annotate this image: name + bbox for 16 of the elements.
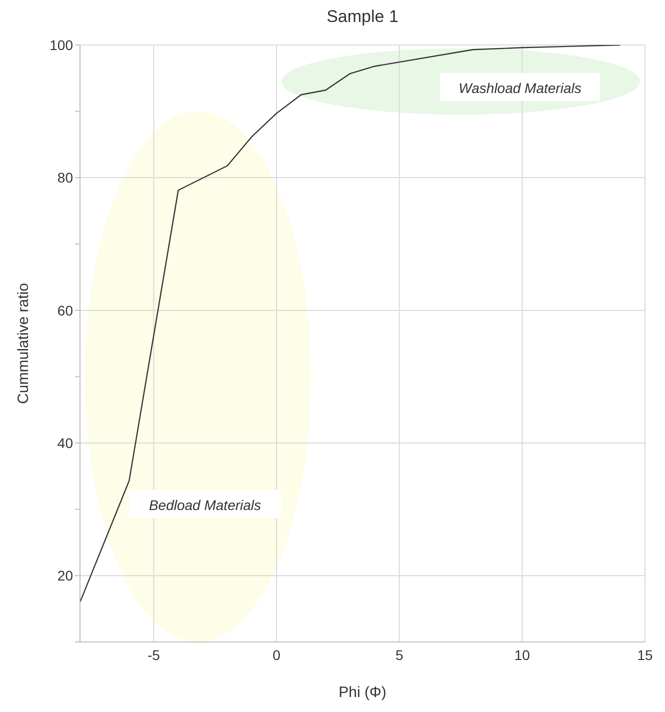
- y-tick-label: 80: [57, 170, 74, 186]
- x-tick-label: 10: [514, 646, 530, 663]
- y-axis-title: Cummulative ratio: [15, 283, 32, 404]
- y-tick-label: 60: [57, 302, 74, 318]
- x-tick-label: -5: [147, 646, 160, 663]
- x-tick-label: 15: [637, 646, 653, 663]
- annotation: Washload Materials: [458, 80, 582, 96]
- x-axis-title: Phi (Φ): [338, 684, 386, 701]
- y-tick-label: 100: [50, 36, 74, 53]
- annotation: Bedload Materials: [148, 497, 262, 513]
- y-tick-label: 40: [57, 434, 74, 451]
- line-series: [80, 45, 622, 603]
- y-tick-label: 20: [57, 568, 74, 584]
- chart-title: Sample 1: [326, 7, 398, 26]
- x-tick-label: 5: [395, 646, 404, 663]
- x-tick-label: 0: [272, 646, 281, 663]
